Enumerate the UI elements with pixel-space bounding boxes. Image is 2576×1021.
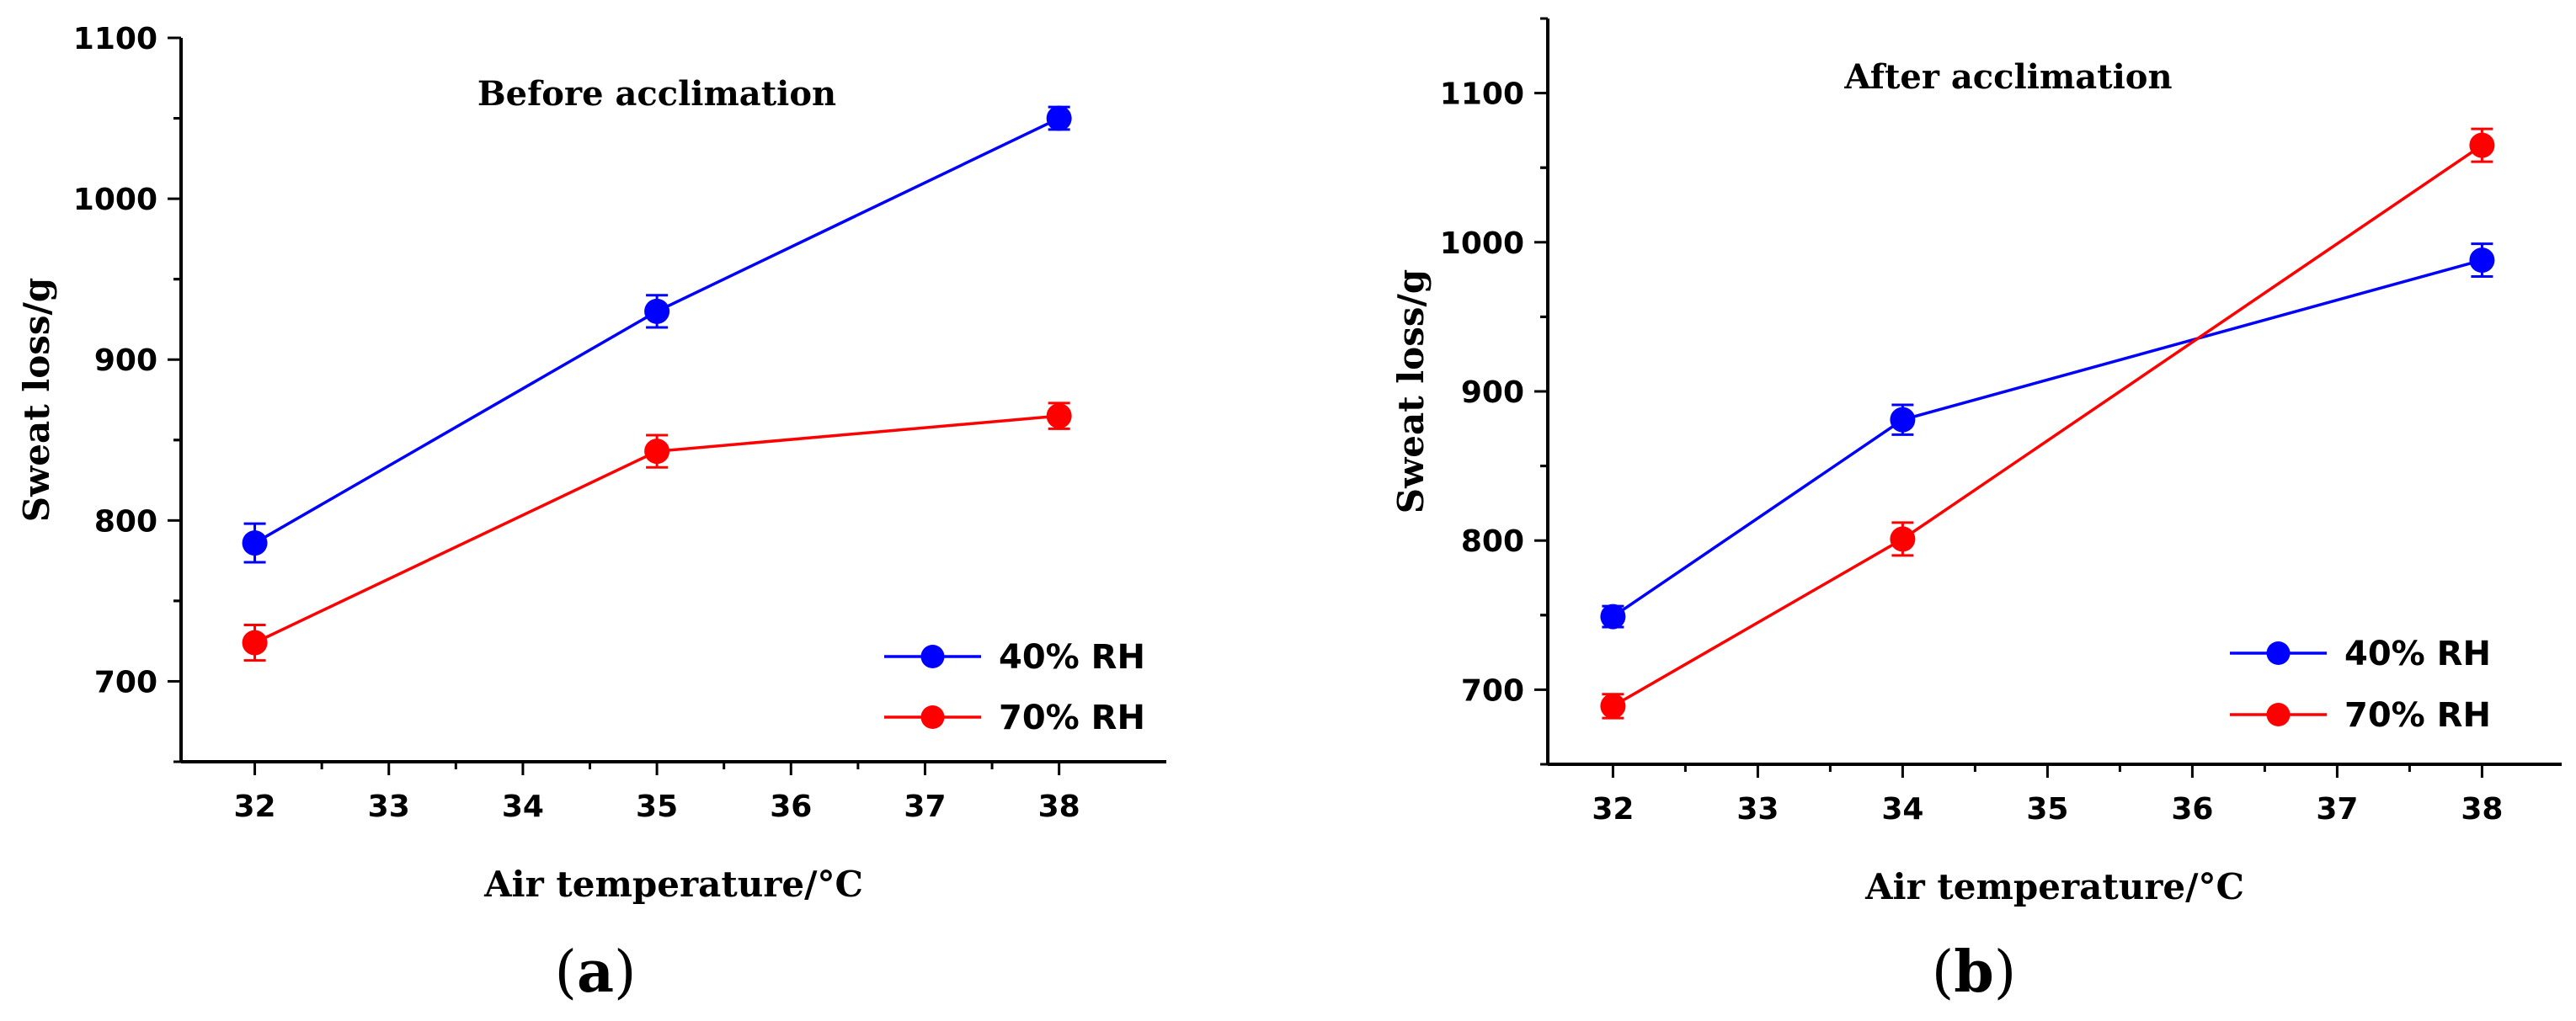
y-tick-label: 700 — [1461, 673, 1524, 708]
x-tick-label: 34 — [502, 790, 544, 824]
data-point — [2469, 132, 2495, 158]
x-tick-label: 36 — [2171, 792, 2213, 827]
data-point — [1890, 526, 1916, 552]
x-tick-label: 35 — [2026, 792, 2068, 827]
x-tick-label: 34 — [1881, 792, 1923, 827]
x-tick-label: 32 — [1592, 792, 1634, 827]
data-point — [1600, 604, 1626, 630]
data-point — [1046, 403, 1072, 429]
x-axis-label: Air temperature/°C — [483, 864, 863, 905]
panel-label-a: (a) — [554, 939, 636, 1006]
x-tick-label: 36 — [770, 790, 812, 824]
y-tick-label: 1100 — [1440, 77, 1524, 112]
data-point — [242, 530, 268, 556]
series-line-0 — [253, 116, 1060, 545]
y-tick-label: 1000 — [73, 183, 157, 217]
legend-marker — [2266, 641, 2291, 665]
chart-panel-b: 32 33 34 35 36 37 38 700 800 900 1000 1100 After acc… — [1390, 17, 2562, 907]
legend-marker — [920, 645, 945, 668]
data-point — [1046, 105, 1072, 131]
legend-label: 70% RH — [2344, 696, 2491, 735]
x-tick-label: 37 — [2316, 792, 2358, 827]
data-point — [2469, 247, 2495, 274]
y-tick-label: 900 — [94, 343, 157, 378]
data-point — [242, 630, 268, 656]
y-axis-label: Sweat loss/g — [16, 278, 57, 522]
y-tick-label: 900 — [1461, 375, 1524, 410]
legend-label: 40% RH — [2344, 635, 2491, 673]
panel-label-b: (b) — [1932, 939, 2017, 1006]
chart-title: Before acclimation — [477, 74, 836, 114]
legend-marker — [920, 705, 945, 729]
x-tick-label: 33 — [368, 790, 410, 824]
legend-label: 70% RH — [999, 699, 1145, 737]
chart-title: After acclimation — [1843, 57, 2172, 97]
legend-marker — [2266, 703, 2291, 726]
x-tick-label: 38 — [1038, 790, 1080, 824]
legend-label: 40% RH — [999, 638, 1145, 677]
series-line-1 — [1612, 144, 2483, 708]
x-tick-label: 33 — [1736, 792, 1779, 827]
y-tick-label: 800 — [94, 504, 157, 539]
data-point — [1600, 693, 1626, 719]
y-tick-label: 700 — [94, 665, 157, 699]
x-tick-label: 35 — [636, 790, 678, 824]
data-point — [1890, 407, 1916, 433]
y-axis-label: Sweat loss/g — [1390, 269, 1432, 513]
data-point — [644, 439, 670, 465]
x-tick-label: 38 — [2461, 792, 2503, 827]
y-tick-label: 800 — [1461, 524, 1524, 559]
chart-panel-a: 32 33 34 35 36 37 38 700 800 900 1000 1100 Before ac… — [16, 22, 1166, 905]
data-point — [644, 298, 670, 324]
x-tick-label: 37 — [904, 790, 946, 824]
y-tick-label: 1000 — [1440, 226, 1524, 261]
x-axis-label: Air temperature/°C — [1864, 866, 2244, 907]
y-tick-label: 1100 — [73, 22, 157, 56]
x-tick-label: 32 — [233, 790, 275, 824]
series-line-0 — [1612, 258, 2483, 619]
